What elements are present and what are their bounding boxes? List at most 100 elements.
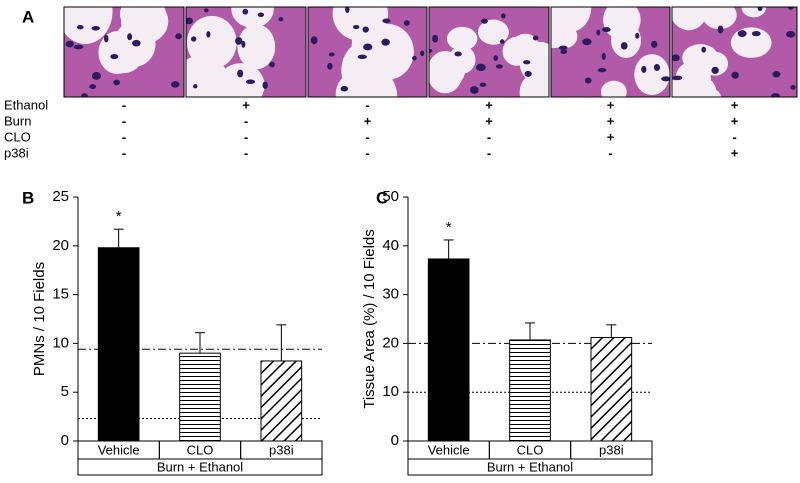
y-axis-label: Tissue Area (%) / 10 Fields [361,229,378,409]
nucleus [582,38,592,46]
nucleus [91,72,102,80]
treatment-sign: + [485,113,493,128]
nucleus [110,53,119,60]
nucleus [523,60,531,65]
nucleus [772,71,781,78]
alveolus [672,7,709,31]
nucleus [757,7,763,11]
nucleus [470,86,479,94]
histology-image [63,6,185,98]
y-tick-label: 30 [382,286,399,303]
treatment-sign: + [485,97,493,112]
nucleus [751,30,761,37]
histology-image [550,6,671,98]
nucleus [89,84,97,90]
treatment-sign: - [122,113,126,128]
treatment-sign: + [242,97,250,112]
row-label: Burn [4,113,31,128]
nucleus [771,93,780,97]
nucleus [127,33,133,41]
nucleus [245,79,255,85]
bar [260,360,303,442]
nucleus [429,48,433,53]
bar [509,339,551,442]
nucleus [262,81,268,89]
alveolus [477,19,509,45]
alveolus [216,63,265,97]
y-tick-label: 40 [382,237,399,254]
nucleus [357,54,367,60]
alveolus [64,7,113,44]
alveolus [446,26,478,51]
y-tick-label: 10 [52,334,69,351]
image-content [429,7,549,97]
nucleus [191,36,197,42]
nucleus [454,51,462,57]
nucleus [653,63,661,71]
treatment-sign: + [364,113,372,128]
group-cell [407,458,653,476]
treatment-sign: - [122,129,126,144]
y-tick-label: 50 [382,188,399,205]
nucleus [328,52,335,57]
nucleus [382,18,391,24]
panel-label: B [22,188,34,207]
bar [427,258,470,442]
alveolus [696,88,721,97]
treatment-sign: - [487,129,491,144]
y-tick-label: 25 [52,188,69,205]
group-cell [77,458,323,476]
nucleus [711,66,719,74]
y-tick-label: 0 [391,432,399,449]
treatment-sign: + [731,113,739,128]
nucleus [499,39,505,44]
bar [97,247,140,442]
nucleus [559,45,568,50]
panel-label: C [376,188,388,207]
treatment-sign: - [244,113,248,128]
nucleus [596,29,601,36]
treatment-sign: - [365,145,369,160]
nucleus [73,44,84,50]
nucleus [787,7,794,10]
treatment-sign: - [122,97,126,112]
y-tick-label: 15 [52,286,69,303]
nucleus [237,69,244,78]
treatment-sign: - [365,129,369,144]
row-label: Ethanol [4,97,48,112]
nucleus [651,40,658,48]
image-border [63,6,185,98]
treatment-sign: - [244,129,248,144]
treatment-sign: - [122,145,126,160]
alveolus [231,7,274,28]
alveolus [551,24,578,49]
x-tick-label: p38i [599,442,624,457]
y-axis-label: PMNs / 10 Fields [31,262,48,376]
image-content [308,7,427,97]
nucleus [186,17,194,25]
nucleus [420,50,425,57]
y-tick-label: 20 [382,334,399,351]
nucleus [269,61,275,68]
treatment-sign: + [607,97,615,112]
nucleus [601,27,611,33]
nucleus [203,8,209,13]
alveolus [730,27,772,58]
image-border [185,6,307,98]
nucleus [403,20,410,26]
nucleus [170,81,180,88]
alveolus [348,68,398,97]
nucleus [479,82,487,87]
nucleus [532,35,539,41]
y-tick-label: 20 [52,237,69,254]
nucleus [661,76,670,82]
nucleus [620,42,628,50]
nucleus [432,34,439,43]
nucleus [76,24,84,30]
nucleus [717,25,724,34]
y-tick-label: 0 [61,432,69,449]
nucleus [327,62,333,70]
alveolus [600,80,627,97]
treatment-sign: - [608,145,612,160]
